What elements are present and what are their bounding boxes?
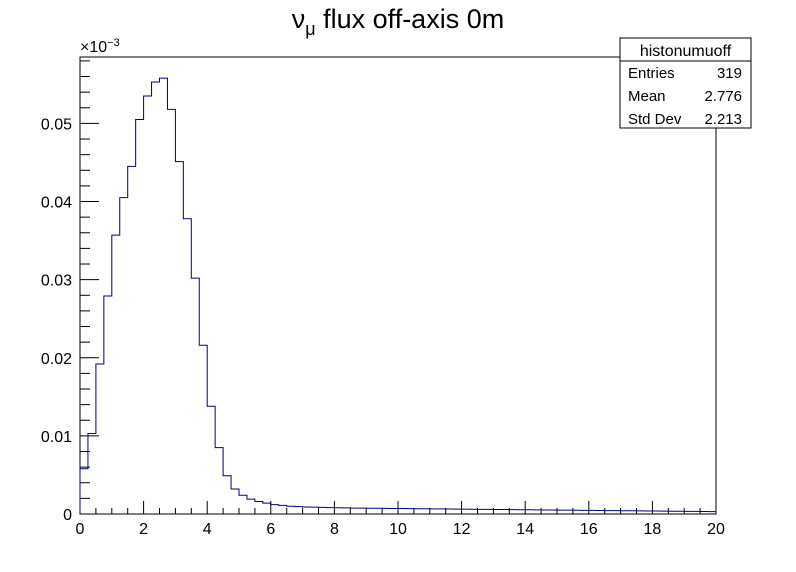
x-tick-labels: 0 2 4 6 8 10 12 14 16 18 20 [76, 521, 725, 538]
x-tick-label: 12 [453, 521, 471, 538]
y-tick-label: 0.04 [41, 195, 72, 212]
x-tick-label: 16 [580, 521, 598, 538]
y-tick-label: 0.02 [41, 351, 72, 368]
stats-row-label: Std Dev [628, 111, 682, 128]
y-tick-label: 0.03 [41, 273, 72, 290]
y-tick-label: 0.01 [41, 429, 72, 446]
stats-row-label: Mean [628, 88, 666, 105]
stats-row-value: 2.213 [704, 111, 742, 128]
title-rest: flux off-axis 0m [316, 4, 505, 34]
chart-title: νμ flux off-axis 0m [292, 4, 504, 39]
x-tick-label: 10 [389, 521, 407, 538]
histogram-series [79, 77, 717, 514]
x-tick-label: 4 [203, 521, 212, 538]
x-tick-label: 20 [707, 521, 725, 538]
x-tick-label: 14 [516, 521, 534, 538]
x-tick-label: 8 [330, 521, 339, 538]
y-multiplier-base: ×10 [80, 39, 107, 56]
stats-box-frame [619, 37, 752, 129]
x-tick-label: 6 [266, 521, 275, 538]
y-tick-label: 0 [63, 507, 72, 524]
x-tick-label: 2 [139, 521, 148, 538]
stats-row-value: 2.776 [704, 88, 742, 105]
stats-rows: Entries 319 Mean 2.776 Std Dev 2.213 [628, 65, 742, 128]
stats-row-label: Entries [628, 65, 675, 82]
x-tick-label: 18 [644, 521, 662, 538]
x-tick-label: 0 [76, 521, 85, 538]
stats-box-title: histonumuoff [640, 43, 732, 60]
title-subscript-mu: μ [305, 19, 315, 39]
stats-row-value: 319 [717, 65, 742, 82]
y-tick-labels: 0 0.01 0.02 0.03 0.04 0.05 [41, 116, 72, 524]
title-nu: ν [292, 4, 306, 34]
y-axis-multiplier: ×10−3 [80, 37, 120, 56]
y-multiplier-exponent: −3 [107, 37, 120, 49]
y-tick-label: 0.05 [41, 116, 72, 133]
stats-box: histonumuoff Entries 319 Mean 2.776 Std Dev 2… [619, 37, 752, 129]
